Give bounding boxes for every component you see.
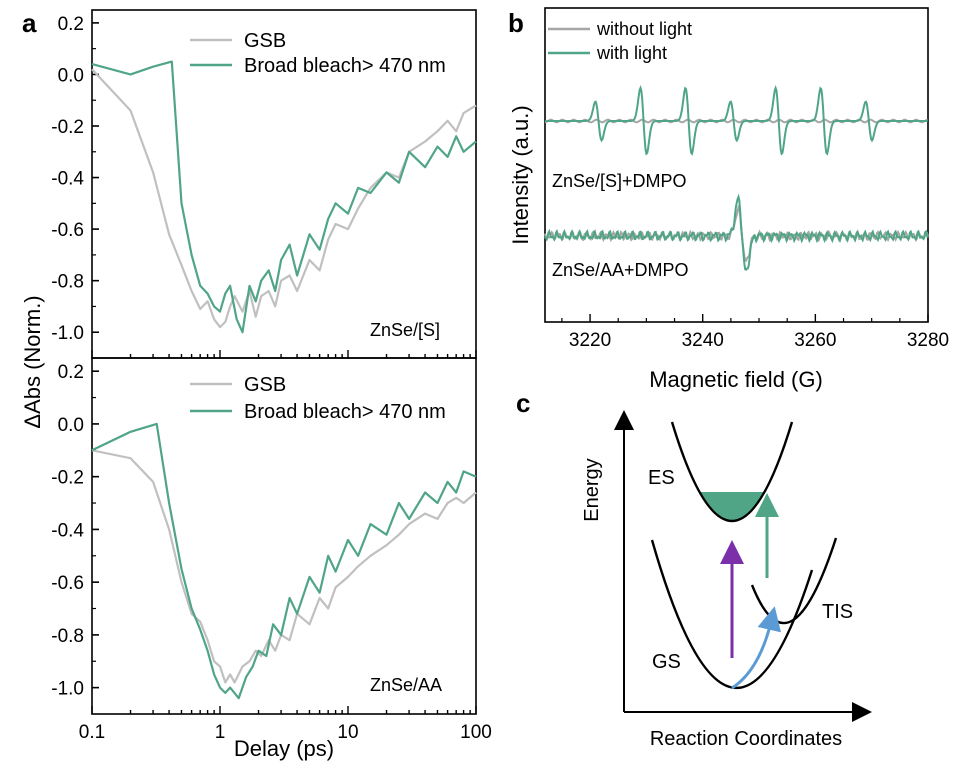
x-tick-label: 100 (460, 722, 492, 743)
label-gs: GS (652, 651, 681, 673)
legend-gsb-bottom: GSB (244, 374, 286, 396)
x-axis-title-a: Delay (ps) (234, 736, 334, 761)
b-x-tick-label: 3240 (682, 330, 724, 351)
legend-bleach-top: Broad bleach> 470 nm (244, 55, 446, 77)
panel-letter-b: b (508, 8, 524, 38)
y-tick-label: -1.0 (51, 679, 84, 700)
y-tick-label: 0.2 (58, 362, 84, 383)
legend-gsb-top: GSB (244, 30, 286, 52)
panel-a: 0.2 0.0 -0.2 -0.4 -0.6 -0.8 -1.0 0.2 0.0 -0.2 -0.… (20, 9, 492, 761)
y-tick-label: -0.2 (51, 117, 84, 138)
annotation-znse-aa: ZnSe/AA (370, 675, 442, 695)
series-line-a1-1 (91, 422, 477, 700)
panel-c: ES GS TIS Energy Reaction Coordinates (581, 410, 872, 750)
epr-top-without-light (544, 118, 928, 124)
tis-curve (750, 537, 838, 625)
y-tick-label: -0.6 (51, 573, 84, 594)
b-x-tick-label: 3220 (569, 330, 611, 351)
y-tick-label: -0.6 (51, 220, 84, 241)
y-tick-label: -0.4 (51, 520, 84, 541)
b-x-tick-label: 3260 (794, 330, 836, 351)
es-curve (670, 421, 794, 523)
label-es: ES (648, 467, 675, 489)
x-tick-label: 0.1 (79, 722, 105, 743)
y-tick-label: 0.2 (58, 14, 84, 35)
x-tick-label: 1 (215, 722, 226, 743)
annotation-znse-s: ZnSe/[S] (370, 320, 440, 340)
x-axis-title-c: Reaction Coordinates (650, 728, 842, 750)
label-tis: TIS (822, 601, 853, 623)
series-line-a1-0 (91, 449, 477, 684)
y-axis-title-a: ΔAbs (Norm.) (20, 295, 45, 428)
y-tick-label: -1.0 (51, 323, 84, 344)
y-tick-label: -0.2 (51, 468, 84, 489)
epr-bottom-with-light (544, 193, 929, 271)
y-axis-title-c: Energy (581, 458, 603, 521)
y-tick-label: -0.8 (51, 272, 84, 293)
x-tick-label: 10 (337, 722, 358, 743)
panel-a-top-series (91, 60, 477, 334)
legend-with-light: with light (596, 43, 667, 63)
y-tick-label: -0.8 (51, 626, 84, 647)
panel-a-bottom-frame (91, 357, 477, 715)
panel-b: 3220 3240 3260 3280 without light with ligh… (508, 7, 949, 392)
annotation-znse-aa-dmpo: ZnSe/AA+DMPO (552, 260, 689, 280)
panel-a-bottom-ticks: 0.2 0.0 -0.2 -0.4 -0.6 -0.8 -1.0 0.1 1 10 100 (51, 362, 492, 743)
panel-a-top-ticks: 0.2 0.0 -0.2 -0.4 -0.6 -0.8 -1.0 (51, 14, 477, 358)
y-tick-label: 0.0 (58, 415, 84, 436)
panel-a-bottom-series (91, 422, 477, 700)
annotation-znse-s-dmpo: ZnSe/[S]+DMPO (552, 171, 687, 191)
panel-b-ticks: 3220 3240 3260 3280 (561, 314, 949, 351)
legend-bleach-bottom: Broad bleach> 470 nm (244, 401, 446, 423)
panel-b-frame (544, 7, 929, 323)
panel-letter-a: a (22, 8, 37, 38)
x-axis-title-b: Magnetic field (G) (649, 367, 823, 392)
series-line-a0-1 (91, 60, 477, 334)
y-axis-title-b: Intensity (a.u.) (508, 105, 533, 244)
y-tick-label: -0.4 (51, 169, 84, 190)
panel-letter-c: c (516, 388, 530, 418)
legend-without-light: without light (596, 19, 692, 39)
b-x-tick-label: 3280 (907, 330, 949, 351)
epr-top-with-light (545, 85, 928, 156)
series-line-a0-0 (91, 68, 477, 329)
y-tick-label: 0.0 (58, 65, 84, 86)
gs-to-tis-arrow (731, 606, 781, 690)
